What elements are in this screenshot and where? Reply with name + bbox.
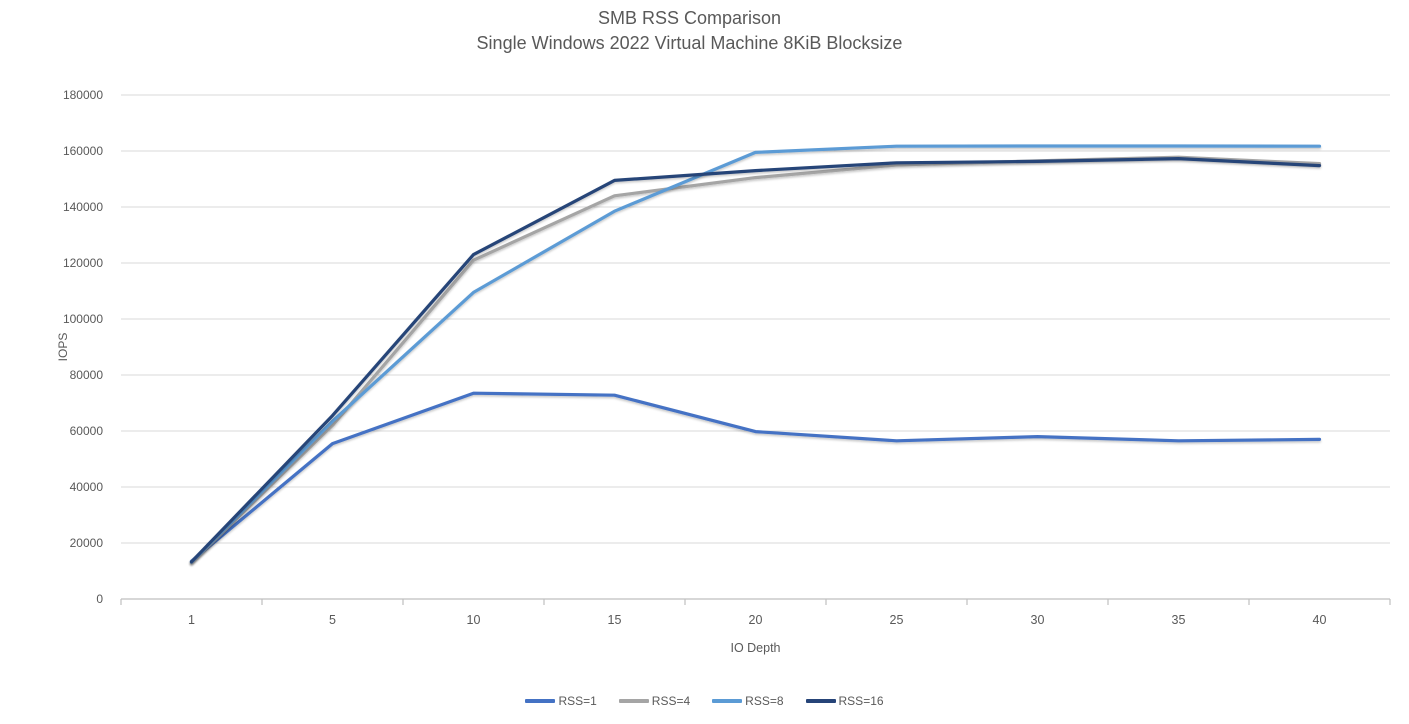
x-tick-label: 10 <box>467 613 481 627</box>
y-tick-label: 100000 <box>63 312 103 326</box>
x-tick-label: 5 <box>329 613 336 627</box>
x-tick-label: 15 <box>608 613 622 627</box>
x-tick-label: 25 <box>890 613 904 627</box>
y-tick-labels: 0 20000 40000 60000 80000 100000 120000 140000 1… <box>63 88 103 606</box>
series-line-rss-4 <box>189 155 1322 565</box>
x-axis-title: IO Depth <box>730 641 781 655</box>
x-tick-label: 30 <box>1031 613 1045 627</box>
legend-item-rss-8: RSS=8 <box>712 694 784 708</box>
series-lines <box>189 144 1322 565</box>
y-tick-label: 180000 <box>63 88 103 102</box>
x-tick-label: 40 <box>1313 613 1327 627</box>
legend-item-rss-4: RSS=4 <box>618 694 691 708</box>
series-line-rss-1 <box>189 391 1322 563</box>
y-tick-label: 20000 <box>70 536 104 550</box>
y-tick-label: 80000 <box>70 368 104 382</box>
x-tick-labels: 1 5 10 15 20 25 30 35 40 <box>188 613 1326 627</box>
y-axis-title: IOPS <box>56 332 70 362</box>
legend-label: RSS=4 <box>651 694 691 708</box>
y-tick-label: 40000 <box>70 480 104 494</box>
legend-label: RSS=16 <box>838 694 884 708</box>
y-tick-label: 160000 <box>63 144 103 158</box>
series-line-rss-16 <box>189 157 1322 564</box>
legend: RSS=1 RSS=4 RSS=8 RSS=16 <box>0 694 1409 708</box>
x-tick-label: 1 <box>188 613 195 627</box>
x-tick-label: 35 <box>1172 613 1186 627</box>
chart-title-line2: Single Windows 2022 Virtual Machine 8KiB… <box>476 33 903 53</box>
y-tick-label: 140000 <box>63 200 103 214</box>
chart-title: SMB RSS Comparison Single Windows 2022 V… <box>0 6 1379 56</box>
gridlines <box>121 94 1390 544</box>
legend-line-swatch <box>805 699 836 703</box>
y-tick-label: 120000 <box>63 256 103 270</box>
x-tick-label: 20 <box>749 613 763 627</box>
legend-item-rss-16: RSS=16 <box>805 694 884 708</box>
legend-line-swatch <box>618 699 649 703</box>
chart-title-line1: SMB RSS Comparison <box>597 8 782 28</box>
legend-label: RSS=8 <box>745 694 784 708</box>
legend-line-swatch <box>712 699 743 703</box>
legend-line-swatch <box>525 699 556 703</box>
y-tick-label: 0 <box>96 592 103 606</box>
legend-item-rss-1: RSS=1 <box>525 694 597 708</box>
series-line-rss-8 <box>189 144 1322 564</box>
y-tick-label: 60000 <box>70 424 104 438</box>
axes <box>120 598 1391 605</box>
legend-label: RSS=1 <box>558 694 597 708</box>
